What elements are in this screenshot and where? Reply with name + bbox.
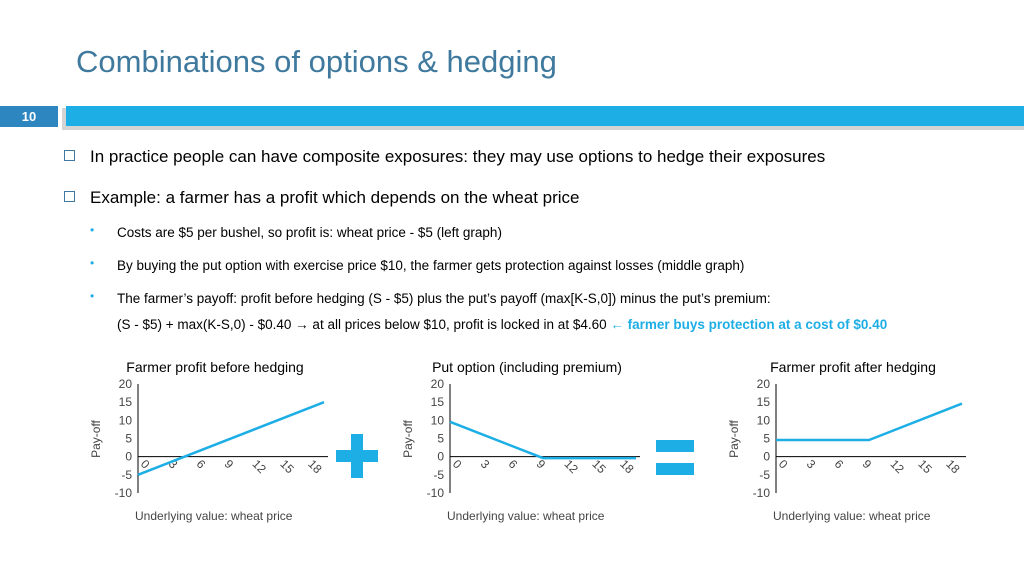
bullet-text: In practice people can have composite ex… [90, 147, 826, 166]
y-tick-label: 0 [437, 450, 444, 464]
x-tick-label: 15 [277, 457, 297, 477]
chart-title: Farmer profit after hedging [770, 359, 936, 375]
series-line [449, 420, 636, 460]
chart-profit-after-hedging: Farmer profit after hedging-10-505101520… [727, 359, 966, 523]
bullet-text: Example: a farmer has a profit which dep… [90, 188, 580, 207]
plus-icon [336, 434, 378, 478]
x-tick-label: 6 [832, 457, 847, 472]
y-tick-label: -5 [433, 468, 444, 482]
x-tick-label: 12 [249, 457, 269, 477]
x-tick-label: 9 [222, 457, 237, 472]
formula-text: (S - $5) + max(K-S,0) - $0.40 → at all p… [117, 317, 607, 332]
dot-bullet-icon: • [90, 256, 95, 270]
y-tick-label: 10 [431, 413, 445, 427]
x-tick-label: 15 [915, 457, 935, 477]
x-axis-label: Underlying value: wheat price [773, 509, 931, 523]
dot-bullet-icon: • [90, 223, 95, 237]
x-tick-label: 9 [860, 457, 875, 472]
sub-bullet-text: By buying the put option with exercise p… [117, 258, 745, 273]
y-axis-label: Pay-off [89, 419, 103, 457]
y-tick-label: 5 [125, 432, 132, 446]
y-tick-label: -10 [427, 486, 445, 500]
y-tick-label: 20 [757, 377, 771, 391]
equals-icon [656, 440, 694, 475]
chart-profit-before-hedging: Farmer profit before hedging -10 -5 0 5 10 15 2… [89, 359, 328, 523]
y-tick-label: -10 [753, 486, 771, 500]
chart-title: Farmer profit before hedging [126, 359, 303, 375]
dot-bullet-icon: • [90, 289, 95, 303]
y-tick-label: -5 [121, 468, 132, 482]
y-tick-label: 10 [757, 413, 771, 427]
slide-number: 10 [0, 106, 58, 127]
y-tick-label: 0 [763, 450, 770, 464]
x-tick-label: 12 [887, 457, 907, 477]
chart-title: Put option (including premium) [432, 359, 622, 375]
x-tick-label: 3 [478, 457, 493, 472]
y-axis-label: Pay-off [727, 419, 741, 457]
x-tick-label: 0 [776, 457, 791, 472]
series-line [137, 401, 325, 476]
formula-line: (S - $5) + max(K-S,0) - $0.40 → at all p… [117, 317, 887, 332]
x-tick-label: 15 [589, 457, 609, 477]
y-tick-label: 0 [125, 450, 132, 464]
y-tick-label: 5 [437, 432, 444, 446]
sub-bullet-text: Costs are $5 per bushel, so profit is: w… [117, 225, 502, 240]
x-tick-label: 18 [617, 457, 637, 477]
x-tick-label: 6 [194, 457, 209, 472]
x-axis-label: Underlying value: wheat price [135, 509, 293, 523]
y-axis-label: Pay-off [401, 419, 415, 457]
y-tick-label: 15 [119, 395, 133, 409]
y-tick-label: 10 [119, 413, 133, 427]
x-tick-label: 18 [943, 457, 963, 477]
x-tick-label: 18 [305, 457, 325, 477]
y-tick-label: 15 [431, 395, 445, 409]
formula-highlight: ← farmer buys protection at a cost of $0… [610, 317, 888, 332]
square-bullet-icon [64, 150, 75, 161]
x-tick-label: 6 [506, 457, 521, 472]
header-rule [66, 106, 1024, 126]
y-tick-label: -5 [759, 468, 770, 482]
chart-put-option: Put option (including premium)-10-505101… [401, 359, 640, 523]
x-tick-label: 12 [561, 457, 581, 477]
x-axis-label: Underlying value: wheat price [447, 509, 605, 523]
y-tick-label: 15 [757, 395, 771, 409]
page-title: Combinations of options & hedging [76, 44, 557, 79]
y-tick-label: 5 [763, 432, 770, 446]
sub-bullet-text: The farmer’s payoff: profit before hedgi… [117, 291, 771, 306]
series-line [776, 402, 963, 442]
y-tick-label: -10 [115, 486, 133, 500]
y-tick-label: 20 [119, 377, 133, 391]
square-bullet-icon [64, 191, 75, 202]
x-tick-label: 0 [450, 457, 465, 472]
y-tick-label: 20 [431, 377, 445, 391]
x-tick-label: 3 [804, 457, 819, 472]
